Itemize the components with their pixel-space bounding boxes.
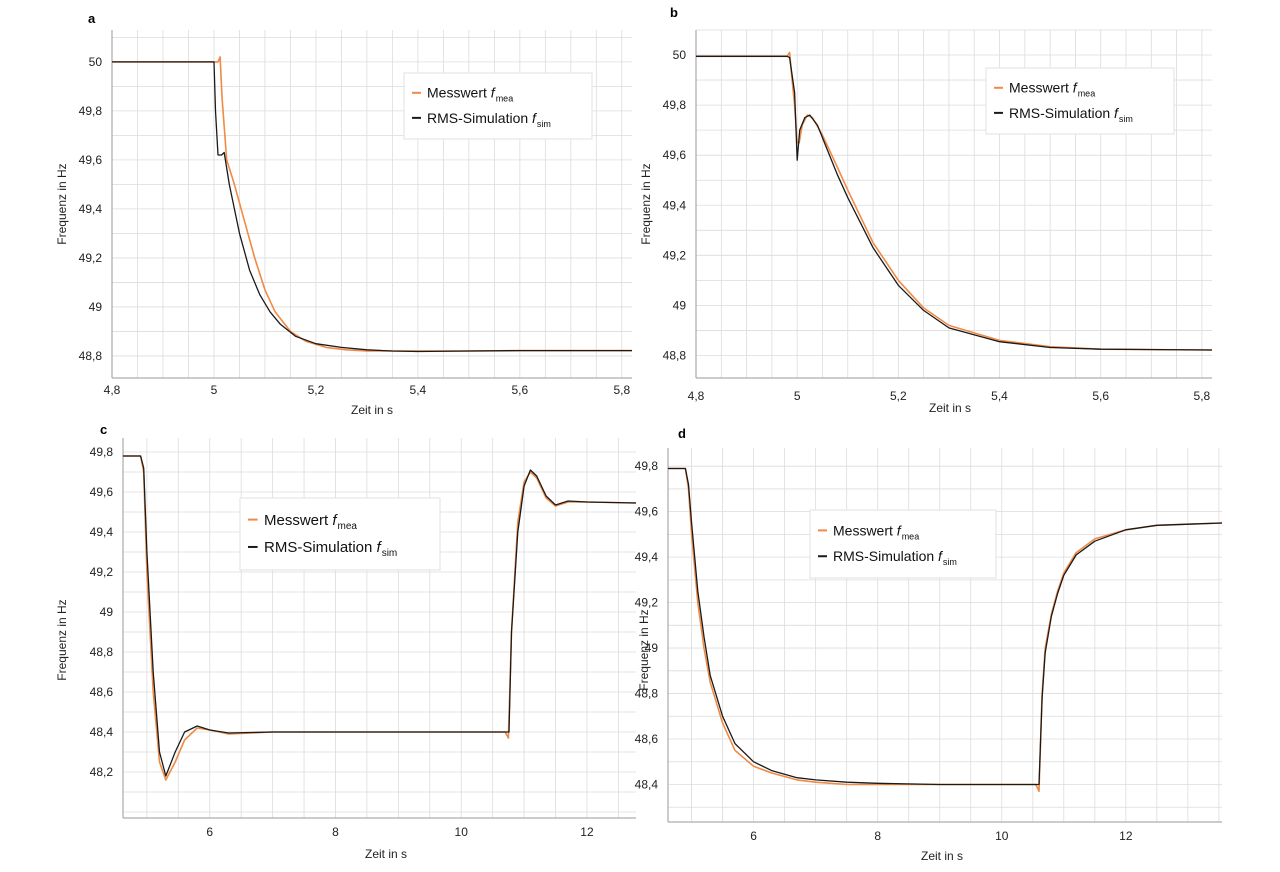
y-tick-label: 49,4: [635, 550, 659, 564]
x-tick-label: 5: [211, 383, 218, 397]
y-tick-label: 49,6: [79, 153, 103, 167]
y-tick-label: 48,8: [79, 349, 103, 363]
y-tick-label: 50: [89, 55, 103, 69]
legend-label: Messwert fmea: [264, 512, 357, 532]
x-tick-label: 5,6: [511, 383, 528, 397]
y-axis-label: Frequenz in Hz: [637, 609, 651, 690]
y-tick-label: 49,8: [635, 459, 659, 473]
x-tick-label: 5,4: [410, 383, 427, 397]
panel-label: b: [670, 5, 678, 20]
y-tick-label: 48,8: [90, 645, 114, 659]
x-axis-label: Zeit in s: [351, 403, 393, 417]
y-tick-label: 49,6: [90, 485, 114, 499]
x-tick-label: 5,8: [1194, 389, 1211, 403]
legend: Messwert fmea RMS-Simulation fsim: [985, 67, 1175, 135]
legend-box: [809, 509, 997, 579]
chart-panel-c: 6 8 10 12 48,2 48,4 48,6 48,8 49 49,2 49,4 49,6 49,8…: [55, 422, 637, 861]
y-tick-label: 48,6: [90, 685, 114, 699]
measured-line: [696, 51, 1213, 351]
x-tick-label: 5,8: [613, 383, 630, 397]
y-tick-label: 48,4: [90, 725, 114, 739]
y-tick-label: 50: [673, 48, 687, 62]
y-tick-label: 49,8: [79, 104, 103, 118]
legend-label: Messwert fmea: [833, 522, 919, 541]
y-tick-label: 49: [100, 605, 114, 619]
x-tick-label: 10: [995, 829, 1009, 843]
y-tick-label: 48,8: [663, 348, 687, 362]
simulated-line: [696, 55, 1213, 351]
x-tick-label: 5: [794, 389, 801, 403]
x-tick-label: 8: [332, 825, 339, 839]
x-tick-label: 6: [750, 829, 757, 843]
x-tick-label: 5,4: [991, 389, 1008, 403]
legend-label: Messwert fmea: [1009, 80, 1095, 99]
x-tick-label: 10: [455, 825, 469, 839]
simulated-line: [112, 61, 632, 353]
legend-box: [239, 497, 441, 571]
x-axis-label: Zeit in s: [929, 401, 971, 415]
legend-box: [985, 67, 1175, 135]
y-tick-label: 49,4: [90, 525, 114, 539]
y-tick-label: 48,2: [90, 765, 114, 779]
y-axis-label: Frequenz in Hz: [55, 599, 69, 680]
x-axis-label: Zeit in s: [365, 847, 407, 861]
x-tick-label: 6: [206, 825, 213, 839]
y-tick-label: 49,2: [635, 596, 659, 610]
legend-box: [403, 72, 593, 140]
y-tick-label: 49,4: [79, 202, 103, 216]
grid-b: [695, 29, 1212, 378]
legend-label: RMS-Simulation fsim: [833, 548, 957, 567]
grid-c: [123, 438, 636, 818]
y-axis-label: Frequenz in Hz: [55, 163, 69, 244]
legend-label: RMS-Simulation fsim: [264, 539, 397, 559]
y-tick-label: 49,8: [663, 98, 687, 112]
x-tick-label: 5,6: [1092, 389, 1109, 403]
y-tick-label: 49,2: [79, 251, 103, 265]
simulated-line: [668, 467, 1223, 786]
panel-label: d: [678, 426, 686, 441]
y-axis-label: Frequenz in Hz: [639, 163, 653, 244]
y-tick-label: 49,4: [663, 198, 687, 212]
chart-panel-d: 6 8 10 12 48,4 48,6 48,8 49 49,2 49,4 49,6 49,8 Zeit…: [635, 426, 1223, 863]
x-tick-label: 8: [874, 829, 881, 843]
x-tick-label: 12: [1119, 829, 1133, 843]
simulated-line: [123, 455, 637, 777]
grid-d: [668, 448, 1222, 822]
y-tick-label: 48,6: [635, 732, 659, 746]
x-tick-label: 5,2: [890, 389, 907, 403]
grid-a: [111, 30, 632, 378]
y-tick-label: 49,6: [635, 505, 659, 519]
chart-panel-a: 4,8 5 5,2 5,4 5,6 5,8 48,8 49 49,2 49,4 49,6 49,8 50…: [55, 11, 632, 417]
legend: Messwert fmea RMS-Simulation fsim: [239, 497, 441, 571]
y-tick-label: 48,8: [635, 687, 659, 701]
x-tick-label: 12: [580, 825, 594, 839]
y-tick-label: 49,2: [90, 565, 114, 579]
y-tick-label: 49,6: [663, 148, 687, 162]
y-tick-label: 48,4: [635, 777, 659, 791]
y-tick-label: 49: [645, 641, 659, 655]
x-tick-label: 5,2: [308, 383, 325, 397]
y-tick-label: 49: [673, 298, 687, 312]
x-axis-label: Zeit in s: [921, 849, 963, 863]
x-tick-label: 4,8: [104, 383, 121, 397]
legend-label: RMS-Simulation fsim: [1009, 105, 1133, 124]
legend-label: Messwert fmea: [427, 85, 513, 104]
x-tick-label: 4,8: [688, 389, 705, 403]
chart-panel-b: 4,8 5 5,2 5,4 5,6 5,8 48,8 49 49,2 49,4 49,6 49,8 50…: [639, 5, 1213, 415]
y-tick-label: 49,8: [90, 445, 114, 459]
legend: Messwert fmea RMS-Simulation fsim: [809, 509, 997, 579]
panel-label: a: [88, 11, 96, 26]
panel-label: c: [100, 422, 107, 437]
legend: Messwert fmea RMS-Simulation fsim: [403, 72, 593, 140]
y-tick-label: 49,2: [663, 248, 687, 262]
legend-label: RMS-Simulation fsim: [427, 110, 551, 129]
y-tick-label: 49: [89, 300, 103, 314]
